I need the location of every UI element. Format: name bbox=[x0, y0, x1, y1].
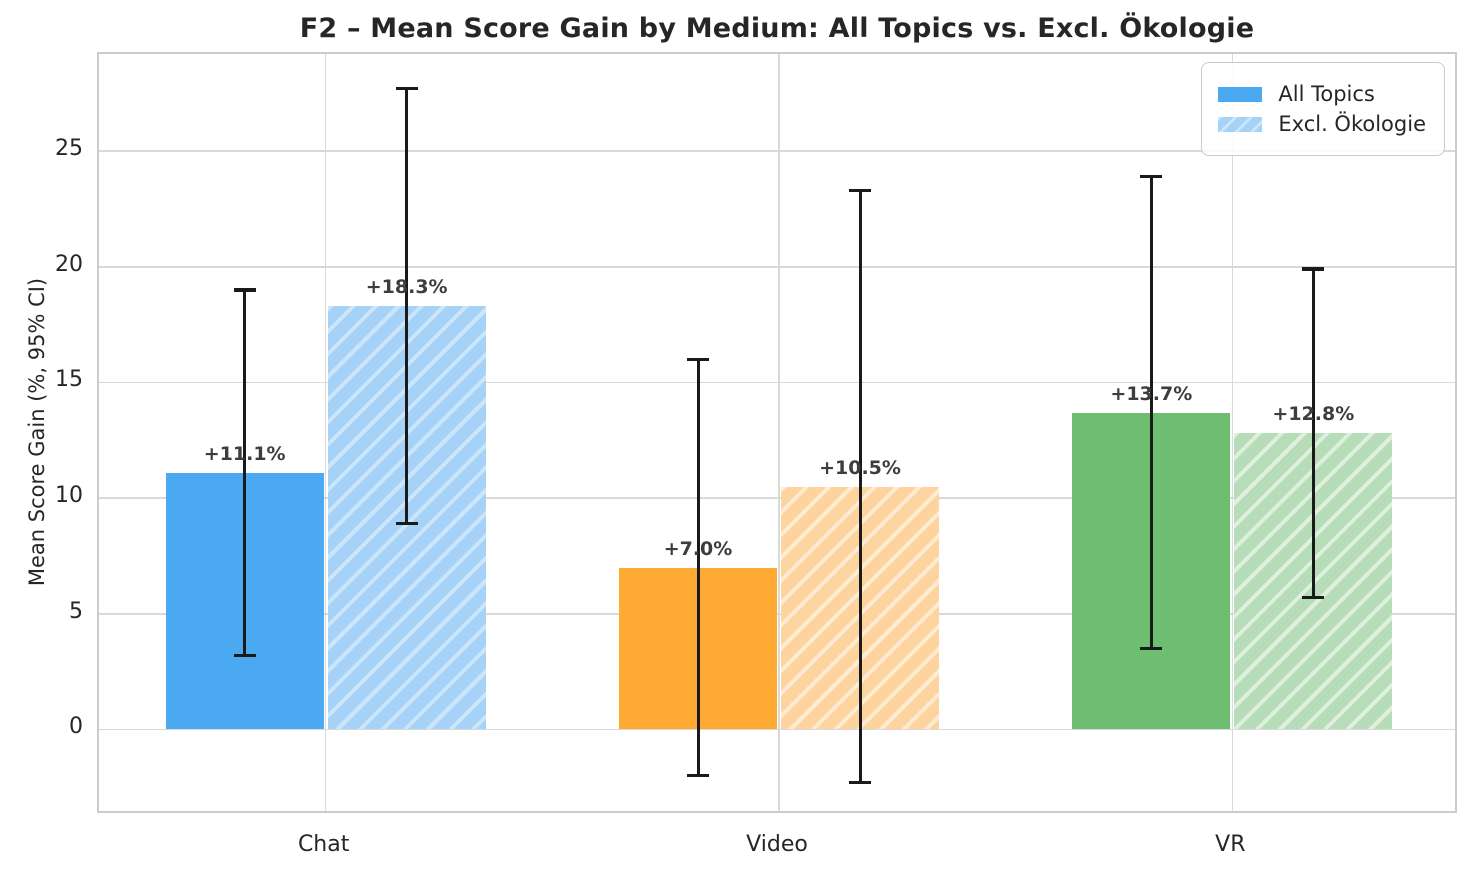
error-bar-video-all-topics bbox=[696, 359, 700, 776]
error-bar-cap bbox=[849, 780, 871, 785]
error-bar-video-excl-okologie bbox=[858, 190, 862, 783]
error-bar-cap bbox=[395, 521, 418, 526]
legend-label-excl-okologie: Excl. Ökologie bbox=[1278, 112, 1426, 136]
error-bar-cap bbox=[233, 653, 256, 658]
error-bar-cap bbox=[1140, 174, 1163, 179]
error-bar-cap bbox=[1302, 595, 1325, 600]
y-tick-label: 10 bbox=[55, 483, 83, 509]
bar-value-label: +7.0% bbox=[663, 537, 733, 560]
error-bar-cap bbox=[849, 188, 871, 193]
y-tick-label: 15 bbox=[55, 367, 83, 393]
error-bar-cap bbox=[687, 773, 709, 778]
gridline-horizontal bbox=[99, 497, 1455, 499]
plot-area: +11.1% +7.0% +13.7% +18.3% +10.5% +12.8% bbox=[97, 52, 1457, 813]
error-bar-cap bbox=[1302, 267, 1325, 271]
x-tick-label-chat: Chat bbox=[297, 832, 350, 857]
legend-item-excl-okologie: Excl. Ökologie bbox=[1218, 112, 1426, 136]
bar-value-label: +13.7% bbox=[1110, 382, 1193, 405]
gridline-vertical bbox=[324, 54, 327, 811]
legend-label-all-topics: All Topics bbox=[1278, 82, 1375, 106]
gridline-horizontal bbox=[99, 612, 1455, 615]
gridline-horizontal bbox=[99, 266, 1455, 268]
bar-value-label: +11.1% bbox=[203, 442, 286, 465]
legend-swatch-all-topics bbox=[1218, 86, 1263, 102]
y-tick-label: 25 bbox=[55, 136, 83, 162]
bar-value-label: +18.3% bbox=[365, 276, 448, 299]
x-tick-label-video: Video bbox=[746, 832, 808, 857]
gridline-horizontal bbox=[99, 381, 1455, 384]
error-bar-cap bbox=[395, 86, 418, 91]
y-tick-label: 5 bbox=[69, 598, 83, 624]
legend-item-all-topics: All Topics bbox=[1218, 82, 1426, 106]
error-bar-chat-excl-okologie bbox=[405, 88, 409, 524]
chart-title: F2 – Mean Score Gain by Medium: All Topi… bbox=[299, 13, 1255, 44]
bar-value-label: +12.8% bbox=[1272, 403, 1355, 426]
bar-value-label: +10.5% bbox=[819, 456, 901, 479]
y-tick-label: 0 bbox=[69, 714, 83, 740]
legend-swatch-excl-okologie bbox=[1218, 116, 1263, 132]
error-bar-vr-all-topics bbox=[1149, 176, 1153, 649]
error-bar-chat-all-topics bbox=[243, 289, 247, 656]
x-tick-label-vr: VR bbox=[1215, 832, 1246, 857]
error-bar-cap bbox=[687, 357, 709, 362]
gridline-vertical bbox=[1231, 54, 1234, 811]
legend: All Topics Excl. Ökologie bbox=[1201, 62, 1445, 156]
error-bar-vr-excl-okologie bbox=[1311, 269, 1315, 598]
error-bar-cap bbox=[233, 288, 256, 292]
gridline-vertical bbox=[778, 54, 780, 811]
gridline-horizontal bbox=[99, 728, 1455, 731]
y-tick-label: 20 bbox=[55, 251, 83, 277]
y-axis-label: Mean Score Gain (%, 95% CI) bbox=[25, 277, 49, 587]
error-bar-cap bbox=[1140, 646, 1163, 651]
gridline-horizontal bbox=[99, 150, 1455, 152]
